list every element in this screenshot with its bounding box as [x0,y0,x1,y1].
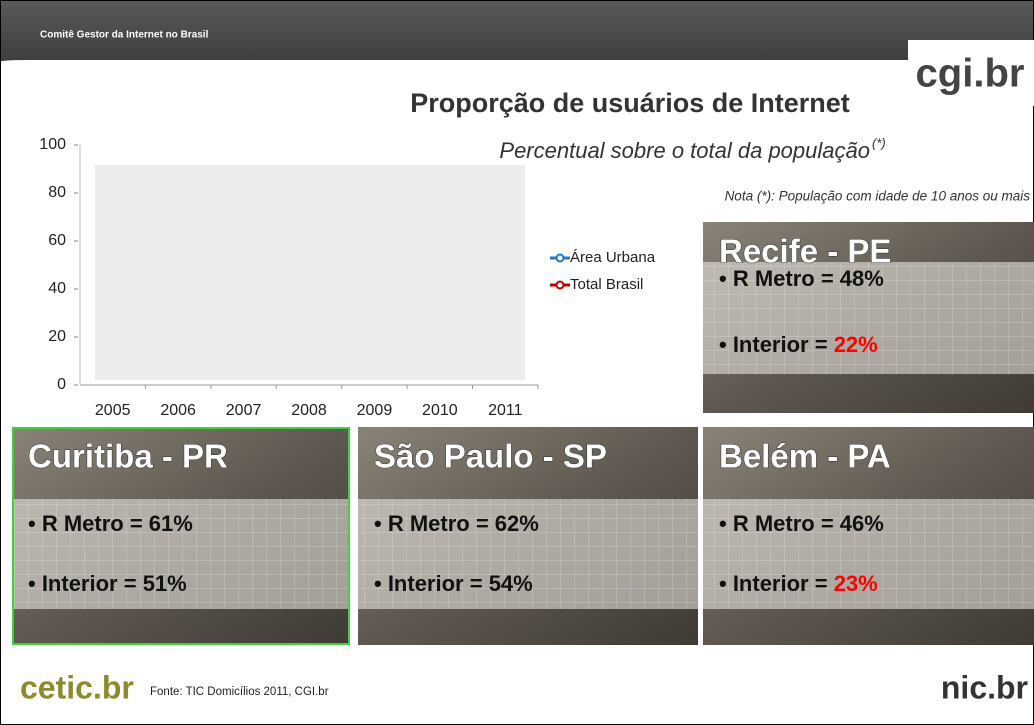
panel-title: Curitiba - PR [28,438,228,475]
x-tick-label: 2010 [422,402,458,419]
x-tick-label: 2007 [226,402,262,419]
org-name: Comitê Gestor da Internet no Brasil [40,30,209,41]
header-band [0,0,1034,70]
item-value: 51% [143,571,187,596]
item-value: 62% [495,511,539,536]
x-tick-label: 2008 [291,402,327,419]
panel-item: • R Metro = 61% [28,511,193,536]
y-tick-label: 40 [48,280,66,297]
panel-grid [12,499,350,609]
source: Fonte: TIC Domicílios 2011, CGI.br [150,686,329,698]
panel-item: • R Metro = 62% [374,511,539,536]
panel-item: • Interior = 22% [719,332,878,357]
title: Proporção de usuários de Internet [410,88,850,118]
item-value: 23% [834,571,878,596]
panel-item: • Interior = 54% [374,571,533,596]
legend-label: Área Urbana [570,249,656,266]
item-value: 22% [834,332,878,357]
subtitle-mark: (*) [872,135,886,150]
logo: cgi.br [916,52,1025,96]
x-tick-label: 2005 [95,402,131,419]
panel-grid [358,499,698,609]
panel-title: São Paulo - SP [374,438,607,475]
panel-grid [703,499,1034,609]
legend-marker [555,253,565,263]
panel-title: Recife - PE [719,233,891,270]
item-label: • Interior = [374,571,489,596]
item-label: • Interior = [28,571,143,596]
header-curve [0,60,1034,70]
item-label: • R Metro = [719,511,840,536]
subtitle: Percentual sobre o total da população [499,138,870,163]
y-tick-label: 20 [48,328,66,345]
item-label: • Interior = [719,571,834,596]
item-label: • R Metro = [28,511,149,536]
footer-logo-right: nic.br [941,669,1028,705]
photo-placeholder [95,165,525,380]
x-tick-label: 2006 [160,402,196,419]
item-label: • R Metro = [374,511,495,536]
panel-title: Belém - PA [719,438,891,475]
x-tick-label: 2009 [357,402,393,419]
y-tick-label: 0 [57,376,66,393]
y-tick-label: 60 [48,232,66,249]
panel-border [12,427,350,645]
panel-item: • R Metro = 46% [719,511,884,536]
panel-grid [703,262,1034,374]
y-tick-label: 100 [39,136,66,153]
item-value: 54% [489,571,533,596]
legend-label: Total Brasil [570,276,643,293]
y-tick-label: 80 [48,184,66,201]
item-value: 61% [149,511,193,536]
item-value: 48% [840,266,884,291]
item-label: • R Metro = [719,266,840,291]
x-tick-label: 2011 [488,402,523,419]
item-label: • Interior = [719,332,834,357]
item-value: 46% [840,511,884,536]
panel-item: • Interior = 23% [719,571,878,596]
panel-item: • Interior = 51% [28,571,187,596]
note: Nota (*): População com idade de 10 anos… [725,189,1031,204]
footer-logo-left: cetic.br [20,669,134,705]
legend-marker [555,280,565,290]
logo-box [908,40,1034,106]
panel-item: • R Metro = 48% [719,266,884,291]
